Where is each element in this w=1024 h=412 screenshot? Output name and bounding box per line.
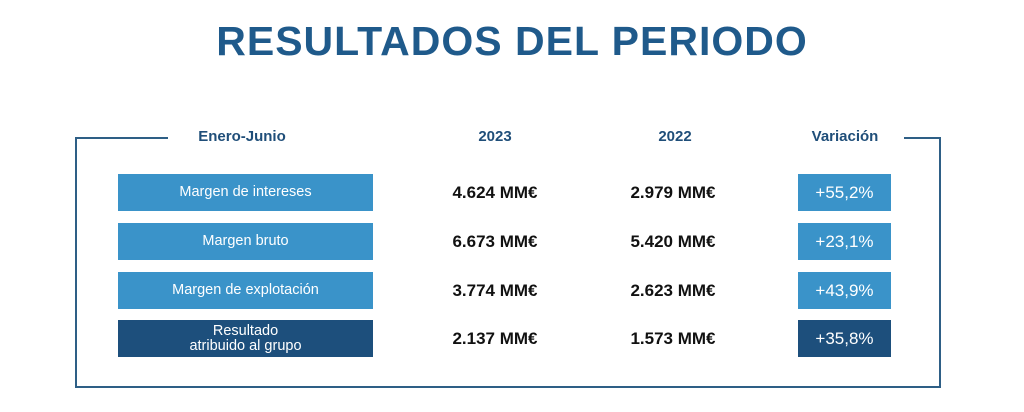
results-frame [75,137,941,388]
variation-badge: +43,9% [798,272,891,309]
value-2023: 3.774 MM€ [452,281,538,300]
row-label-margen-explotacion: Margen de explotación [118,272,373,309]
row-label-line: atribuido al grupo [189,337,302,354]
header-period: Enero-Junio [190,128,294,145]
header-2022: 2022 [620,128,730,145]
row-label-line: Resultado [212,322,279,339]
variation-badge: +35,8% [798,320,891,357]
row-label-margen-bruto: Margen bruto [118,223,373,260]
header-2023: 2023 [440,128,550,145]
value-2023: 2.137 MM€ [452,329,538,348]
frame-top-divider [904,137,939,139]
value-2022: 2.623 MM€ [630,281,716,300]
page-title: RESULTADOS DEL PERIODO [216,18,808,64]
header-variation: Variación [795,128,895,145]
value-2022: 1.573 MM€ [630,329,716,348]
row-label-resultado-atribuido: Resultado atribuido al grupo [118,320,373,357]
value-2022: 5.420 MM€ [630,232,716,251]
row-label-margen-intereses: Margen de intereses [118,174,373,211]
value-2023: 6.673 MM€ [452,232,538,251]
variation-badge: +55,2% [798,174,891,211]
frame-top-divider [75,137,168,139]
variation-badge: +23,1% [798,223,891,260]
value-2022: 2.979 MM€ [630,183,716,202]
value-2023: 4.624 MM€ [452,183,538,202]
